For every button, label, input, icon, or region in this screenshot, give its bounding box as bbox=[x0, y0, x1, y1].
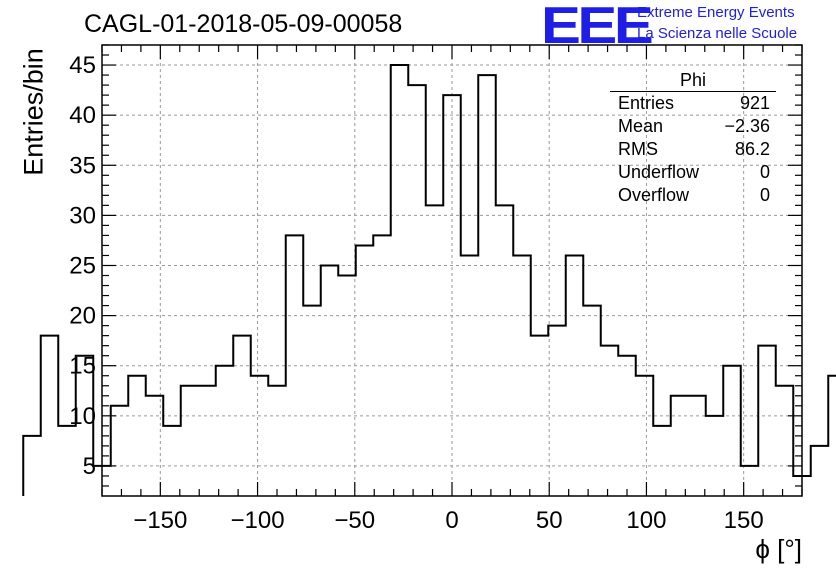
histogram-bin bbox=[461, 255, 479, 496]
histogram-bin bbox=[356, 245, 374, 496]
stats-value: 86.2 bbox=[734, 139, 770, 159]
x-tick-label: 50 bbox=[536, 507, 563, 534]
histogram-bin bbox=[163, 426, 181, 496]
histogram-bin bbox=[601, 346, 619, 496]
histogram-bin bbox=[478, 75, 496, 496]
stats-label: Underflow bbox=[618, 162, 700, 182]
stats-label: RMS bbox=[618, 139, 658, 159]
histogram-bin bbox=[321, 265, 339, 496]
histogram-bin bbox=[723, 366, 741, 496]
plot-frame bbox=[101, 44, 803, 497]
x-tick-label: −150 bbox=[133, 507, 187, 534]
stats-box: Phi Entries 921 Mean −2.36 RMS 86.2 Unde… bbox=[610, 70, 776, 207]
histogram-step-line bbox=[22, 64, 836, 496]
histogram-bin bbox=[706, 416, 724, 496]
y-tick-label: 30 bbox=[69, 202, 96, 229]
y-tick-label: 45 bbox=[69, 52, 96, 79]
stats-row-mean: Mean −2.36 bbox=[610, 115, 776, 138]
histogram-bin bbox=[251, 376, 269, 496]
stats-value: 0 bbox=[759, 185, 770, 205]
eee-logo: EEE bbox=[541, 0, 654, 55]
histogram-bin bbox=[548, 326, 566, 496]
stats-label: Entries bbox=[618, 93, 675, 113]
x-tick-label: −100 bbox=[231, 507, 285, 534]
histogram-bin bbox=[58, 426, 76, 496]
y-tick-label: 20 bbox=[69, 303, 96, 330]
x-tick-label: 150 bbox=[724, 507, 764, 534]
histogram-bin bbox=[41, 336, 59, 496]
histogram-bin bbox=[618, 356, 636, 496]
stats-label: Overflow bbox=[618, 185, 690, 205]
histogram-bin bbox=[128, 376, 146, 496]
stats-row-entries: Entries 921 bbox=[610, 92, 776, 115]
stats-row-underflow: Underflow 0 bbox=[610, 161, 776, 184]
stats-row-overflow: Overflow 0 bbox=[610, 184, 776, 207]
histogram-bin bbox=[181, 386, 199, 496]
y-tick-label: 35 bbox=[69, 152, 96, 179]
stats-value: −2.36 bbox=[724, 116, 770, 136]
histogram-bin bbox=[653, 426, 671, 496]
y-tick-label: 25 bbox=[69, 252, 96, 279]
x-tick-label: 100 bbox=[626, 507, 666, 534]
stats-label: Mean bbox=[618, 116, 664, 136]
histogram-bin bbox=[513, 255, 531, 496]
stats-title: Phi bbox=[610, 70, 776, 92]
histogram-bin bbox=[636, 376, 654, 496]
histogram-bin bbox=[688, 396, 706, 496]
chart-title: CAGL-01-2018-05-09-00058 bbox=[84, 10, 403, 38]
histogram-bin bbox=[496, 205, 514, 496]
histogram-bin bbox=[811, 446, 829, 496]
histogram-bin bbox=[146, 396, 164, 496]
org-name: Extreme Energy Events bbox=[637, 4, 795, 21]
x-tick-label: −50 bbox=[334, 507, 375, 534]
histogram-bin bbox=[531, 336, 549, 496]
histogram-bin bbox=[828, 376, 836, 496]
histogram-bin bbox=[216, 366, 234, 496]
histogram-bin bbox=[198, 386, 216, 496]
org-tagline: La Scienza nelle Scuole bbox=[637, 25, 798, 42]
histogram-bin bbox=[268, 386, 286, 496]
histogram-bin bbox=[303, 306, 321, 496]
histogram-bin bbox=[426, 205, 444, 496]
histogram-bin bbox=[391, 65, 409, 496]
histogram-bin bbox=[566, 255, 584, 496]
histogram-bin bbox=[671, 396, 689, 496]
histogram-bin bbox=[408, 85, 426, 496]
x-tick-label: 0 bbox=[445, 507, 458, 534]
histogram-bin bbox=[23, 436, 41, 496]
histogram-bin bbox=[776, 386, 794, 496]
histogram-bin bbox=[758, 346, 776, 496]
stats-row-rms: RMS 86.2 bbox=[610, 138, 776, 161]
histogram-bin bbox=[338, 276, 356, 496]
stats-value: 0 bbox=[759, 162, 770, 182]
histogram-bin bbox=[111, 406, 129, 496]
histogram-bin bbox=[373, 235, 391, 496]
x-axis-label: ϕ [°] bbox=[755, 534, 802, 564]
stats-value: 921 bbox=[739, 93, 770, 113]
y-tick-label: 40 bbox=[69, 102, 96, 129]
y-axis-label: Entries/bin bbox=[18, 48, 49, 176]
histogram-bin bbox=[583, 306, 601, 496]
y-tick-label: 15 bbox=[69, 353, 96, 380]
